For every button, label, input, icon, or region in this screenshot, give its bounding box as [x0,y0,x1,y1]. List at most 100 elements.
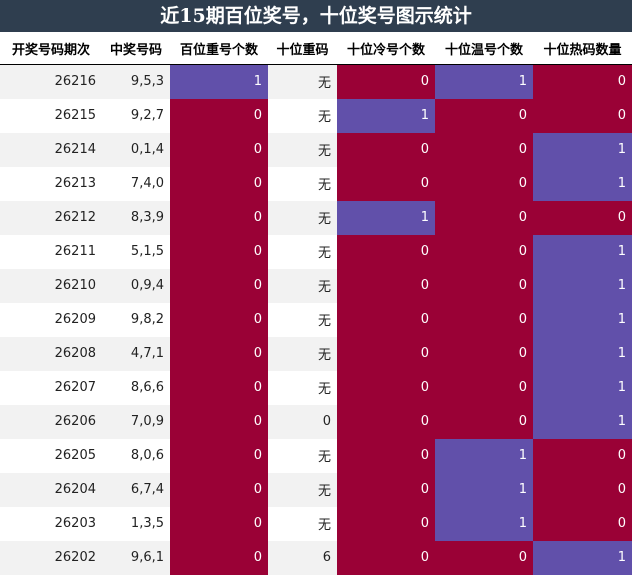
cell-numbers: 7,0,9 [102,404,170,439]
table-row: 26206 7,0,9 0 0 0 0 1 [0,404,632,439]
cell-tens-hot: 1 [533,166,632,201]
cell-numbers: 9,6,1 [102,540,170,575]
header-tens-repeat: 十位重码 [268,32,337,65]
stats-table: 开奖号码期次 中奖号码 百位重号个数 十位重码 十位冷号个数 十位温号个数 十位… [0,32,632,575]
table-row: 26213 7,4,0 0 无 0 0 1 [0,166,632,201]
cell-tens-hot: 0 [533,98,632,133]
cell-tens-hot: 1 [533,370,632,405]
cell-numbers: 6,7,4 [102,472,170,507]
cell-tens-warm: 0 [435,268,533,303]
cell-tens-cold: 0 [337,268,435,303]
table-row: 26216 9,5,3 1 无 0 1 0 [0,64,632,99]
cell-numbers: 5,1,5 [102,234,170,269]
cell-tens-cold: 0 [337,336,435,371]
cell-tens-warm: 1 [435,438,533,473]
cell-hundreds-repeat: 0 [170,132,268,167]
cell-tens-warm: 0 [435,166,533,201]
cell-tens-cold: 0 [337,404,435,439]
cell-hundreds-repeat: 0 [170,336,268,371]
cell-tens-hot: 0 [533,200,632,235]
table-row: 26212 8,3,9 0 无 1 0 0 [0,200,632,235]
cell-tens-warm: 0 [435,200,533,235]
table-row: 26209 9,8,2 0 无 0 0 1 [0,302,632,337]
cell-tens-cold: 0 [337,438,435,473]
table-row: 26207 8,6,6 0 无 0 0 1 [0,370,632,405]
cell-tens-repeat: 6 [268,540,337,575]
cell-period: 26210 [0,268,102,303]
cell-tens-warm: 1 [435,64,533,99]
cell-period: 26203 [0,506,102,541]
cell-period: 26204 [0,472,102,507]
cell-hundreds-repeat: 0 [170,370,268,405]
cell-numbers: 9,5,3 [102,64,170,99]
cell-tens-warm: 0 [435,98,533,133]
cell-period: 26207 [0,370,102,405]
table-row: 26203 1,3,5 0 无 0 1 0 [0,506,632,541]
cell-numbers: 8,3,9 [102,200,170,235]
cell-hundreds-repeat: 0 [170,404,268,439]
cell-tens-warm: 0 [435,540,533,575]
cell-tens-repeat: 无 [268,506,337,541]
header-hundreds-repeat: 百位重号个数 [170,32,268,65]
cell-tens-warm: 0 [435,336,533,371]
cell-tens-warm: 0 [435,132,533,167]
cell-tens-repeat: 无 [268,200,337,235]
cell-tens-warm: 0 [435,370,533,405]
cell-period: 26216 [0,64,102,99]
cell-hundreds-repeat: 0 [170,166,268,201]
cell-tens-repeat: 无 [268,64,337,99]
cell-tens-cold: 0 [337,64,435,99]
cell-tens-hot: 0 [533,64,632,99]
cell-tens-cold: 0 [337,166,435,201]
cell-period: 26213 [0,166,102,201]
cell-tens-cold: 1 [337,98,435,133]
cell-hundreds-repeat: 0 [170,234,268,269]
cell-numbers: 9,8,2 [102,302,170,337]
table-row: 26208 4,7,1 0 无 0 0 1 [0,336,632,371]
cell-tens-warm: 0 [435,302,533,337]
header-tens-cold: 十位冷号个数 [337,32,435,65]
cell-hundreds-repeat: 0 [170,438,268,473]
table-row: 26210 0,9,4 0 无 0 0 1 [0,268,632,303]
cell-period: 26208 [0,336,102,371]
table-row: 26214 0,1,4 0 无 0 0 1 [0,132,632,167]
cell-hundreds-repeat: 0 [170,472,268,507]
cell-numbers: 0,1,4 [102,132,170,167]
cell-tens-repeat: 无 [268,336,337,371]
cell-tens-cold: 0 [337,132,435,167]
cell-tens-repeat: 无 [268,438,337,473]
cell-period: 26205 [0,438,102,473]
cell-numbers: 4,7,1 [102,336,170,371]
table-body: 26216 9,5,3 1 无 0 1 0 26215 9,2,7 0 无 1 0 0 26214 0,1,4… [0,64,632,575]
table-row: 26204 6,7,4 0 无 0 1 0 [0,472,632,507]
cell-period: 26209 [0,302,102,337]
cell-tens-repeat: 无 [268,234,337,269]
cell-tens-repeat: 无 [268,132,337,167]
cell-period: 26211 [0,234,102,269]
cell-tens-hot: 1 [533,302,632,337]
cell-tens-cold: 0 [337,540,435,575]
cell-tens-hot: 0 [533,472,632,507]
cell-tens-hot: 1 [533,336,632,371]
cell-tens-warm: 1 [435,506,533,541]
cell-tens-repeat: 无 [268,370,337,405]
cell-hundreds-repeat: 0 [170,506,268,541]
header-row: 开奖号码期次 中奖号码 百位重号个数 十位重码 十位冷号个数 十位温号个数 十位… [0,32,632,65]
cell-numbers: 0,9,4 [102,268,170,303]
header-period: 开奖号码期次 [0,32,102,65]
cell-tens-hot: 0 [533,438,632,473]
table-row: 26205 8,0,6 0 无 0 1 0 [0,438,632,473]
table-row: 26215 9,2,7 0 无 1 0 0 [0,98,632,133]
cell-hundreds-repeat: 1 [170,64,268,99]
cell-tens-hot: 1 [533,132,632,167]
cell-tens-cold: 0 [337,234,435,269]
cell-tens-cold: 0 [337,302,435,337]
cell-numbers: 7,4,0 [102,166,170,201]
cell-hundreds-repeat: 0 [170,200,268,235]
cell-numbers: 9,2,7 [102,98,170,133]
cell-tens-repeat: 无 [268,472,337,507]
cell-hundreds-repeat: 0 [170,302,268,337]
cell-tens-repeat: 0 [268,404,337,439]
cell-tens-warm: 1 [435,472,533,507]
cell-tens-repeat: 无 [268,166,337,201]
